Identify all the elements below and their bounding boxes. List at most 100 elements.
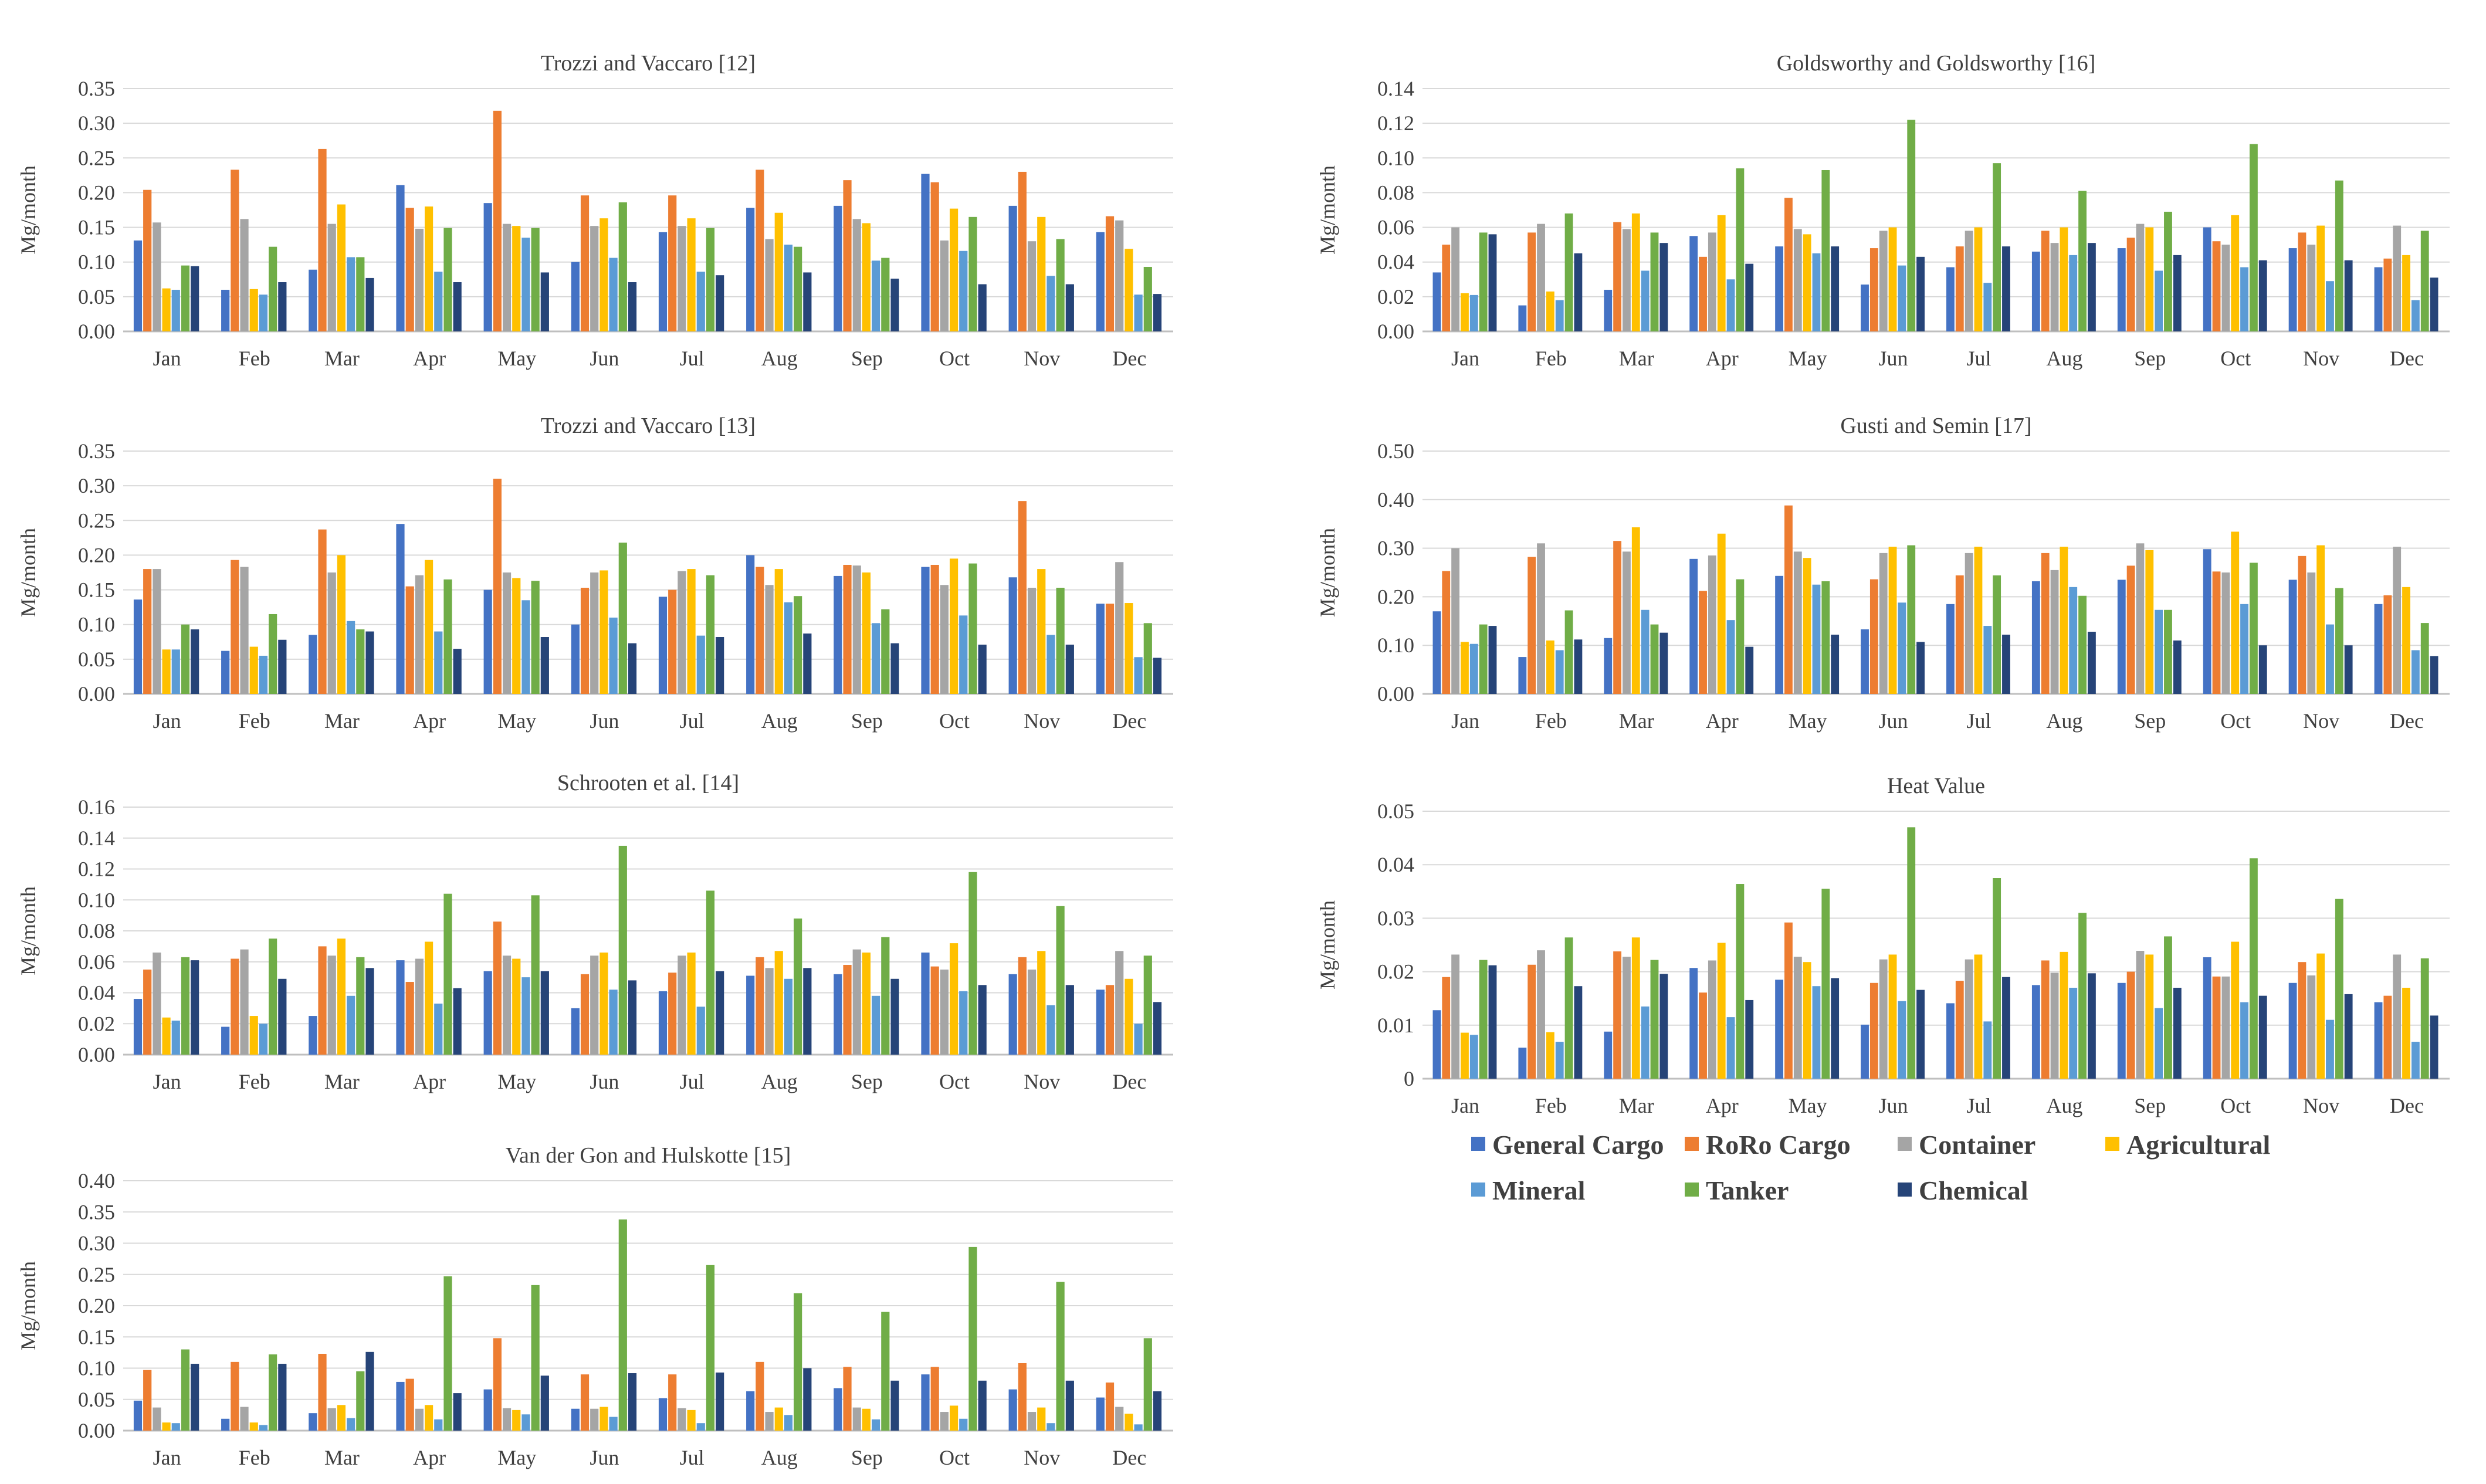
bar [502, 1408, 512, 1431]
x-tick-label: Nov [2303, 709, 2339, 733]
bar [862, 572, 871, 694]
legend-swatch [1898, 1183, 1912, 1197]
bar [881, 1312, 890, 1431]
x-tick-label: Oct [2220, 709, 2251, 733]
bar [658, 597, 668, 694]
bar [1125, 249, 1133, 331]
x-tick-label: Jan [1451, 347, 1479, 370]
bar [153, 222, 161, 331]
x-tick-label: Oct [2220, 347, 2251, 370]
y-tick-label: 0.00 [1377, 682, 1414, 706]
legend-label: RoRo Cargo [1706, 1130, 1851, 1160]
bar [2298, 232, 2307, 331]
bar [862, 223, 871, 331]
bar [1065, 284, 1074, 331]
x-tick-label: Oct [939, 347, 970, 370]
y-tick-label: 0.15 [78, 216, 115, 239]
bar [1784, 922, 1793, 1079]
bar [1821, 581, 1830, 694]
bar [668, 1374, 677, 1431]
bar [1946, 1003, 1955, 1079]
x-tick-label: Apr [1706, 709, 1739, 733]
y-axis-label: Mg/month [1316, 900, 1339, 990]
bar [2145, 550, 2154, 694]
bar [1488, 234, 1497, 331]
bar [949, 558, 959, 694]
bar [1527, 232, 1536, 331]
bar [696, 1007, 705, 1055]
bar [696, 272, 705, 331]
bar [2221, 976, 2230, 1079]
bar [1775, 246, 1784, 331]
x-tick-label: Mar [1619, 1094, 1654, 1117]
y-tick-label: 0.05 [1377, 799, 1414, 823]
bar [1056, 1282, 1065, 1431]
y-tick-label: 0.50 [1377, 439, 1414, 463]
legend-swatch [1898, 1137, 1912, 1151]
bar [231, 560, 239, 694]
bar [2420, 958, 2429, 1079]
bar [396, 960, 405, 1055]
bar [1574, 253, 1583, 331]
bar [765, 239, 774, 331]
bar [531, 228, 540, 331]
x-tick-label: Sep [2134, 709, 2166, 733]
bar [240, 949, 249, 1055]
bar [1946, 604, 1955, 694]
bar [143, 569, 152, 694]
bar [309, 269, 317, 331]
bar [930, 564, 939, 694]
bar [940, 585, 949, 694]
bar [716, 637, 724, 694]
bar [628, 1373, 637, 1431]
legend-label: General Cargo [1492, 1130, 1664, 1160]
y-tick-label: 0.05 [78, 285, 115, 309]
bar [405, 586, 414, 694]
bar [347, 1418, 355, 1431]
x-tick-label: Sep [851, 709, 883, 733]
y-tick-label: 0.00 [78, 682, 115, 706]
bar [687, 569, 696, 694]
x-tick-label: May [1789, 709, 1827, 733]
bar [590, 956, 599, 1055]
bar [2307, 245, 2316, 331]
x-tick-label: Sep [2134, 347, 2166, 370]
bar [1784, 198, 1793, 331]
bar [716, 971, 724, 1055]
bar [1546, 1032, 1554, 1079]
bar [181, 1349, 190, 1431]
y-tick-label: 0.06 [1377, 216, 1414, 239]
bar [658, 232, 668, 331]
chart-panel: Heat Value 0 0.01 0.02 0.03 0.04 0.05 Mg/month J… [1316, 774, 2450, 1117]
bar [1803, 558, 1811, 694]
bar [143, 1370, 152, 1431]
bar [231, 170, 239, 331]
bar [2069, 587, 2078, 694]
bar [1442, 977, 1451, 1079]
bar [852, 949, 861, 1055]
bar [843, 965, 852, 1055]
bar [1641, 1006, 1650, 1079]
bar [1105, 985, 1115, 1055]
bar [269, 938, 277, 1055]
bar [424, 941, 433, 1055]
bar [133, 599, 143, 694]
bar [1708, 960, 1716, 1079]
bar [2117, 248, 2126, 331]
bar [2316, 545, 2325, 694]
bar [1699, 992, 1707, 1079]
bar [1812, 986, 1821, 1079]
bar [453, 1393, 462, 1431]
y-tick-label: 0.35 [78, 77, 115, 100]
bar [133, 999, 143, 1055]
bar [2126, 565, 2135, 694]
bar [959, 250, 968, 331]
bar [1659, 243, 1668, 331]
bar [1432, 1010, 1441, 1079]
x-tick-label: Sep [851, 1446, 883, 1469]
bar [1736, 884, 1745, 1079]
bar [687, 1410, 696, 1431]
bar [1065, 985, 1074, 1055]
bar [1134, 1424, 1143, 1431]
bar [424, 1405, 433, 1431]
